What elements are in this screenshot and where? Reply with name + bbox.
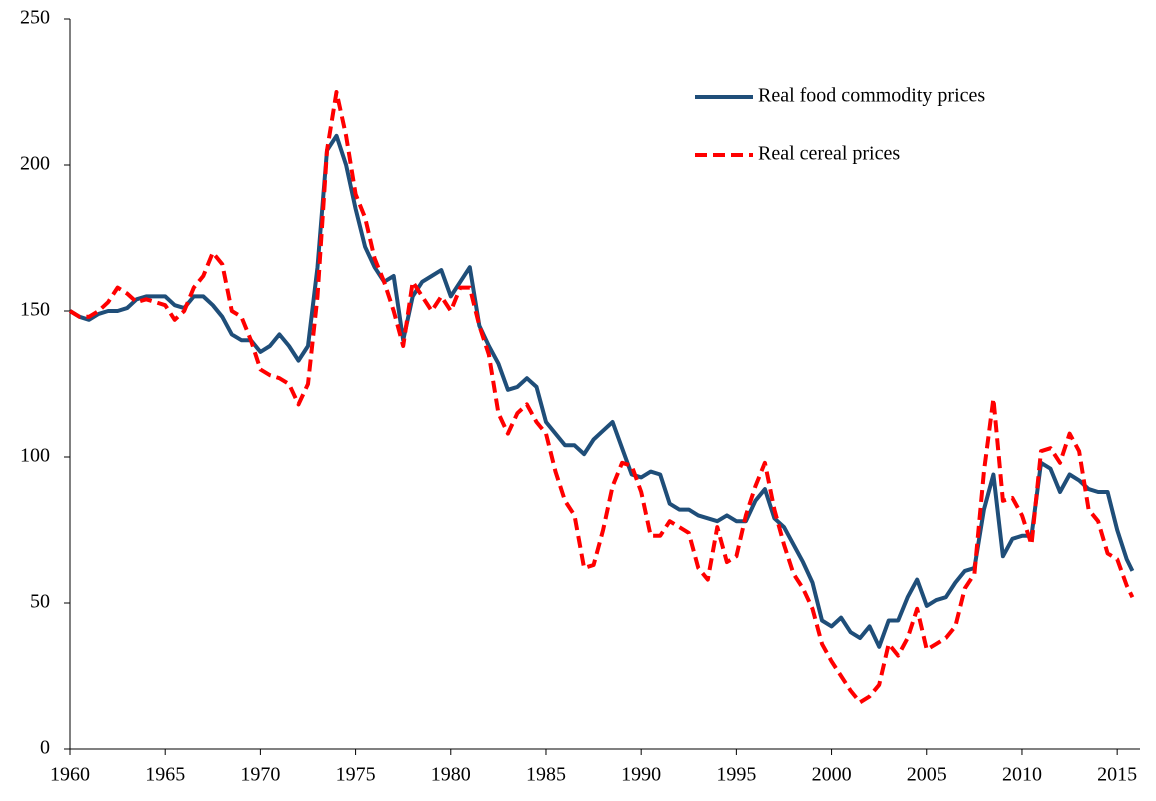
y-tick-label: 50: [30, 591, 50, 613]
y-tick-label: 250: [20, 7, 50, 29]
y-tick-label: 100: [20, 445, 50, 467]
x-tick-label: 1975: [336, 764, 376, 786]
x-tick-label: 2005: [907, 764, 947, 786]
series-line: [68, 133, 1135, 649]
x-tick-label: 2000: [812, 764, 852, 786]
x-tick-label: 1995: [716, 764, 756, 786]
x-tick-label: 2010: [1002, 764, 1042, 786]
legend-label: Real cereal prices: [758, 143, 900, 165]
series-line: [68, 90, 1135, 705]
y-tick-label: 0: [40, 737, 50, 759]
x-tick-label: 1965: [145, 764, 185, 786]
y-tick-label: 150: [20, 299, 50, 321]
x-tick-label: 1960: [50, 764, 90, 786]
x-tick-label: 1990: [621, 764, 661, 786]
x-tick-label: 1985: [526, 764, 566, 786]
x-tick-label: 1970: [240, 764, 280, 786]
legend-label: Real food commodity prices: [758, 85, 985, 107]
x-tick-label: 1980: [431, 764, 471, 786]
x-tick-label: 2015: [1097, 764, 1137, 786]
y-tick-label: 200: [20, 153, 50, 175]
